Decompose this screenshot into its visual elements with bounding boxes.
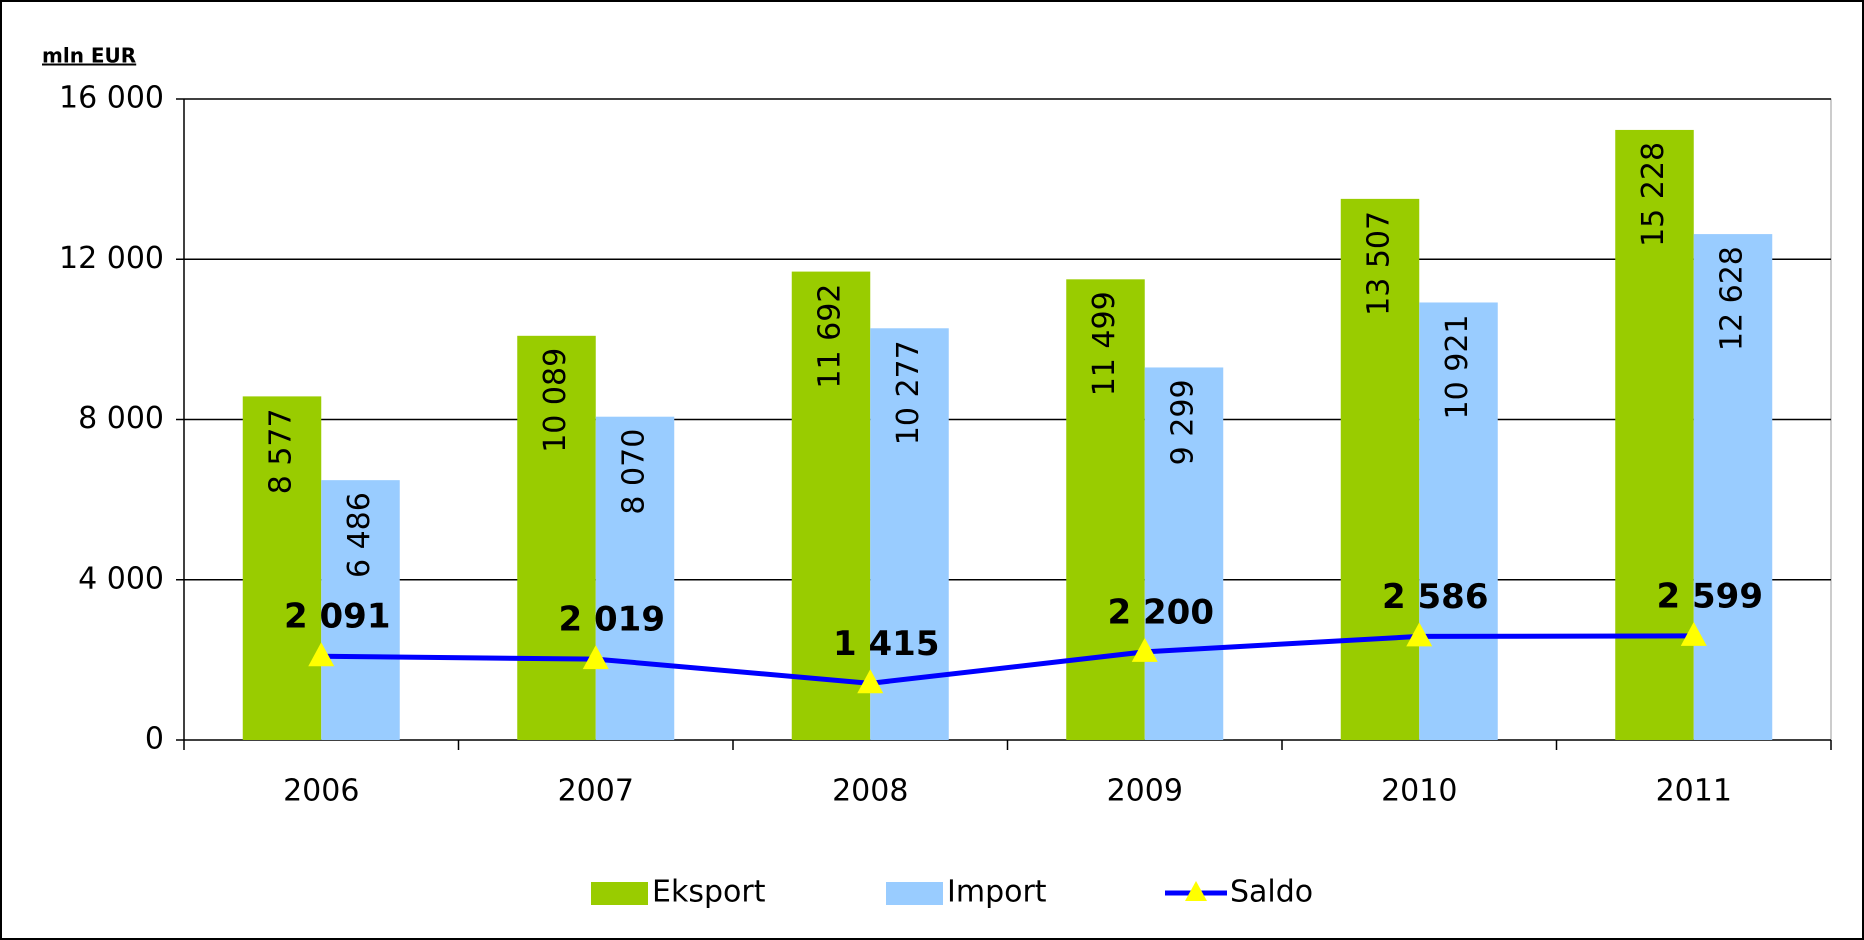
bar-value-label: 10 089	[538, 348, 573, 453]
marker	[1406, 622, 1433, 647]
bar-value-label: 13 507	[1362, 211, 1397, 316]
y-tick-label: 12 000	[59, 241, 164, 276]
bar-value-label: 8 577	[264, 408, 299, 494]
y-tick-label: 16 000	[59, 81, 164, 116]
marker	[582, 645, 609, 670]
line-value-label: 1 415	[833, 624, 939, 664]
marker	[1680, 621, 1707, 646]
bar	[321, 480, 400, 740]
bar	[242, 396, 322, 740]
line-value-label: 2 586	[1382, 577, 1488, 617]
line-value-label: 2 599	[1657, 576, 1763, 616]
x-tick-label: 2006	[283, 774, 359, 809]
bar	[517, 335, 596, 740]
x-tick-label: 2011	[1656, 774, 1732, 809]
y-tick-label: 0	[145, 722, 164, 757]
line	[321, 633, 1694, 686]
bar-value-label: 11 499	[1087, 291, 1122, 396]
legend-label: Saldo	[1230, 875, 1313, 910]
y-tick-label: 4 000	[78, 561, 164, 596]
marker	[857, 669, 884, 694]
x-tick-label: 2007	[558, 774, 634, 809]
bar	[595, 416, 675, 740]
bar-value-label: 15 228	[1636, 142, 1671, 247]
x-tick-label: 2010	[1381, 774, 1457, 809]
marker	[308, 642, 335, 667]
legend-label: Import	[947, 875, 1047, 910]
bar	[791, 271, 871, 740]
bar-value-label: 9 299	[1166, 379, 1201, 465]
bar	[1693, 234, 1773, 740]
line-value-label: 2 091	[284, 597, 390, 637]
marker	[1131, 637, 1158, 662]
legend-label: Eksport	[652, 875, 766, 910]
bar	[1419, 302, 1498, 740]
line-value-label: 2 200	[1108, 592, 1214, 632]
legend-swatch	[591, 882, 648, 905]
bar-value-label: 10 921	[1440, 314, 1475, 419]
bar-value-label: 10 277	[891, 340, 926, 445]
y-axis-label: mln EUR	[42, 44, 136, 68]
line-value-label: 2 019	[559, 600, 665, 640]
legend-marker	[1185, 881, 1207, 901]
bar	[1340, 198, 1420, 741]
bar-value-label: 12 628	[1715, 246, 1750, 351]
legend-swatch	[886, 882, 943, 905]
bar-value-label: 8 070	[617, 429, 652, 515]
bar	[1066, 279, 1145, 740]
bar	[870, 328, 949, 740]
x-tick-label: 2008	[832, 774, 908, 809]
y-tick-label: 8 000	[78, 401, 164, 436]
x-tick-label: 2009	[1107, 774, 1183, 809]
bar-value-label: 11 692	[813, 284, 848, 389]
bar-value-label: 6 486	[342, 492, 377, 578]
bar	[1144, 367, 1224, 740]
